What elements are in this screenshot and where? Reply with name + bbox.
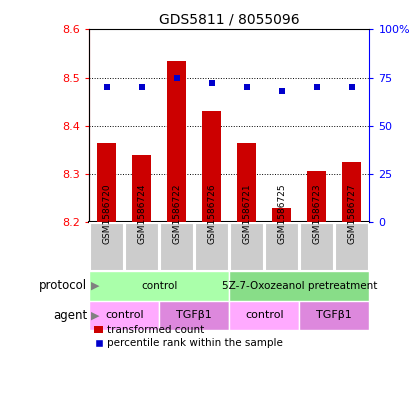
Text: GSM1586722: GSM1586722 [172, 184, 181, 244]
Text: ▶: ▶ [91, 281, 100, 291]
Bar [299, 301, 369, 330]
Text: GSM1586721: GSM1586721 [242, 184, 251, 244]
Bar [159, 301, 229, 330]
Text: protocol: protocol [39, 279, 87, 292]
Point [244, 84, 250, 90]
Bar [272, 208, 291, 222]
Bar [90, 222, 124, 271]
Bar [334, 222, 369, 271]
Bar [124, 222, 159, 271]
Legend: transformed count, percentile rank within the sample: transformed count, percentile rank withi… [90, 321, 287, 353]
Bar [132, 154, 151, 222]
Point [139, 84, 145, 90]
Bar [97, 143, 116, 222]
Bar [89, 301, 159, 330]
Bar [342, 162, 361, 222]
Text: TGFβ1: TGFβ1 [317, 310, 352, 320]
Point [313, 84, 320, 90]
Text: control: control [105, 310, 144, 320]
Bar [300, 222, 334, 271]
Bar [229, 301, 299, 330]
Text: GSM1586727: GSM1586727 [347, 184, 356, 244]
Bar [167, 61, 186, 222]
Text: GSM1586725: GSM1586725 [277, 184, 286, 244]
Text: agent: agent [53, 309, 87, 322]
Bar [202, 111, 222, 222]
Text: TGFβ1: TGFβ1 [176, 310, 212, 320]
Text: GSM1586723: GSM1586723 [312, 184, 321, 244]
Bar [229, 222, 264, 271]
Text: control: control [141, 281, 178, 291]
Bar [237, 143, 256, 222]
Point [103, 84, 110, 90]
Bar [229, 271, 369, 301]
Bar [195, 222, 229, 271]
Text: ▶: ▶ [91, 310, 100, 320]
Bar [160, 222, 194, 271]
Bar [89, 271, 229, 301]
Text: GSM1586724: GSM1586724 [137, 184, 146, 244]
Text: 5Z-7-Oxozeanol pretreatment: 5Z-7-Oxozeanol pretreatment [222, 281, 377, 291]
Bar [307, 171, 327, 222]
Point [173, 74, 180, 81]
Text: GSM1586720: GSM1586720 [102, 184, 111, 244]
Text: GSM1586726: GSM1586726 [207, 184, 216, 244]
Point [278, 88, 285, 94]
Point [349, 84, 355, 90]
Title: GDS5811 / 8055096: GDS5811 / 8055096 [159, 13, 300, 27]
Point [208, 80, 215, 86]
Text: control: control [245, 310, 283, 320]
Bar [265, 222, 299, 271]
